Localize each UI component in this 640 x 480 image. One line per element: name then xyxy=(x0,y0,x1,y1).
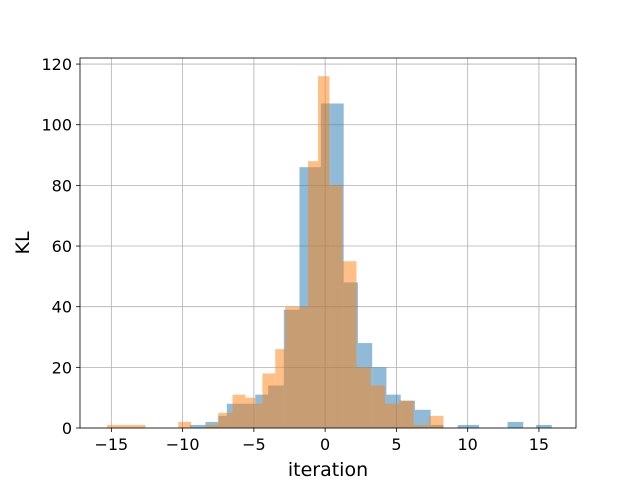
plot-frame xyxy=(79,57,577,429)
x-axis-label: iteration xyxy=(288,459,368,480)
x-tick-label: −5 xyxy=(242,435,266,454)
histogram-bar-series-2 xyxy=(262,373,276,428)
histogram-bar-series-1 xyxy=(189,424,206,428)
histogram-bar-series-2 xyxy=(308,161,319,429)
y-axis-label: KL xyxy=(12,231,34,254)
x-tick-label: 5 xyxy=(391,435,401,454)
histogram-bar-series-2 xyxy=(298,306,309,428)
histogram-bars xyxy=(107,76,552,429)
histogram-bar-series-2 xyxy=(205,424,219,428)
histogram-bar-series-2 xyxy=(429,415,444,428)
y-tick-label: 120 xyxy=(41,55,72,74)
histogram-bar-series-1 xyxy=(457,424,480,428)
y-tick-label: 60 xyxy=(52,237,72,256)
axis-ticks: −15 −10 −5 0 5 10 15 0 20 40 60 80 100 120 xyxy=(41,55,549,454)
histogram-bar-series-2 xyxy=(275,349,286,428)
histogram-bar-series-2 xyxy=(356,367,371,428)
y-tick-label: 40 xyxy=(52,298,72,317)
histogram-bar-series-1 xyxy=(507,421,524,428)
histogram-bar-series-2 xyxy=(218,412,233,428)
histogram-bar-series-1 xyxy=(414,409,431,428)
histogram-bar-series-2 xyxy=(329,185,343,428)
x-tick-label: −10 xyxy=(166,435,200,454)
x-tick-label: 10 xyxy=(457,435,477,454)
x-tick-label: −15 xyxy=(94,435,128,454)
histogram-bar-series-2 xyxy=(178,421,192,428)
histogram-bar-series-2 xyxy=(385,403,400,428)
histogram-bar-series-2 xyxy=(342,261,357,428)
y-tick-label: 100 xyxy=(41,116,72,135)
histogram-bar-series-2 xyxy=(107,424,146,428)
y-tick-label: 0 xyxy=(62,419,72,438)
histogram-bar-series-2 xyxy=(370,385,386,428)
histogram-bar-series-1 xyxy=(536,424,552,428)
histogram-bar-series-2 xyxy=(318,76,330,429)
histogram-bar-series-2 xyxy=(285,306,299,428)
x-tick-label: 0 xyxy=(320,435,330,454)
histogram-bar-series-2 xyxy=(255,403,263,428)
histogram-bar-series-2 xyxy=(245,397,256,428)
histogram-bar-series-2 xyxy=(232,394,246,428)
y-tick-label: 20 xyxy=(52,358,72,377)
y-tick-label: 80 xyxy=(52,176,72,195)
histogram-bar-series-2 xyxy=(399,400,414,428)
x-tick-label: 15 xyxy=(529,435,549,454)
histogram-bar-series-2 xyxy=(413,424,430,428)
histogram-bar-series-1 xyxy=(299,167,311,428)
